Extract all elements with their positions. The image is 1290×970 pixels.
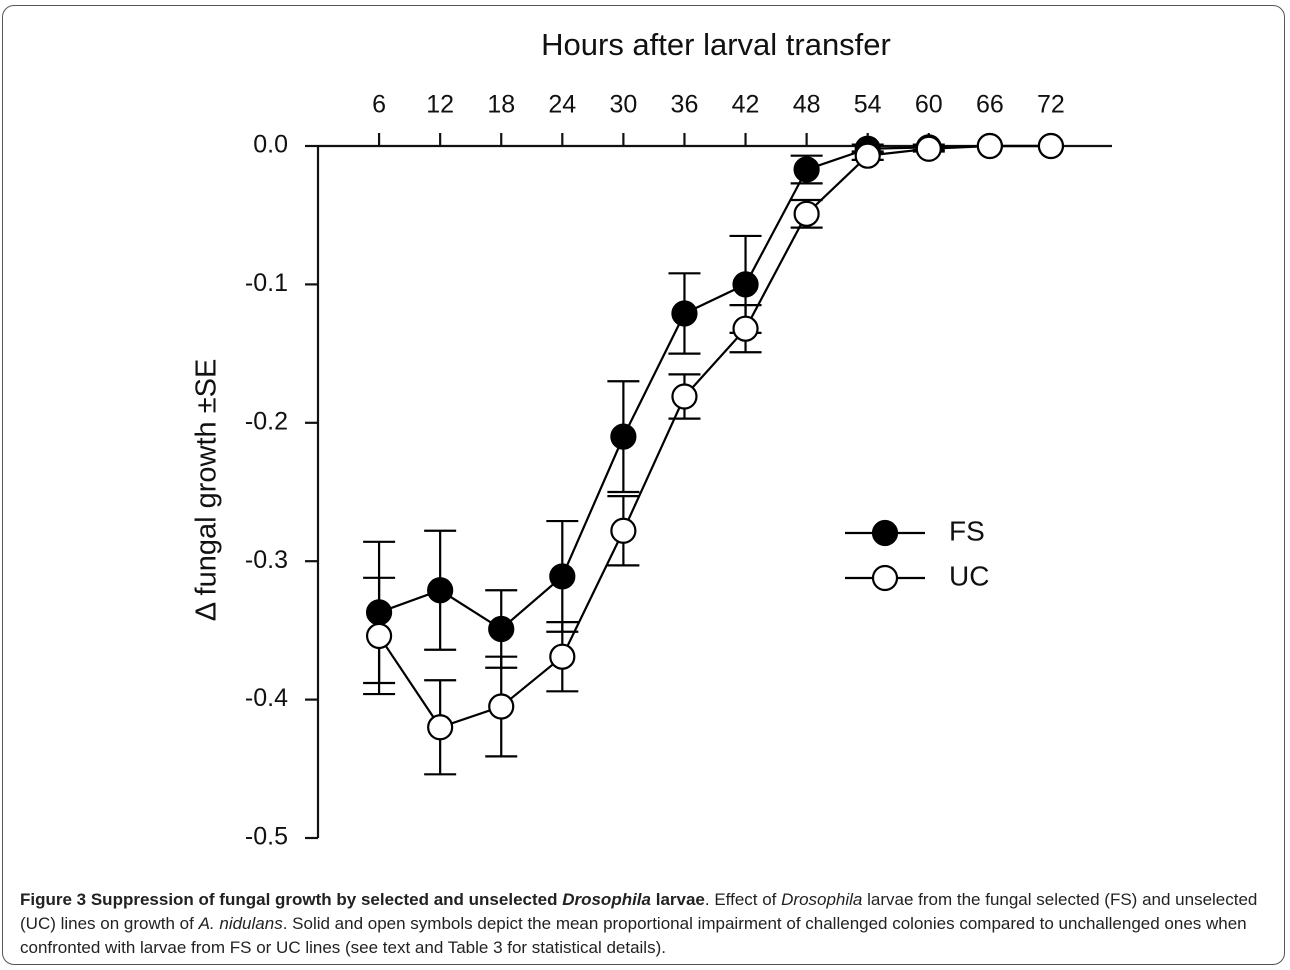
x-tick-label: 36 (671, 91, 699, 119)
x-tick-label: 72 (1037, 91, 1065, 119)
marker (915, 135, 942, 162)
marker (610, 423, 637, 450)
marker (427, 714, 454, 741)
caption-text: Drosophila (781, 890, 863, 909)
y-tick-label: 0.0 (253, 131, 288, 159)
x-tick-label: 24 (548, 91, 576, 119)
caption-text: Drosophila (562, 890, 651, 909)
y-tick-label: -0.1 (245, 269, 288, 297)
x-tick-label: 66 (976, 91, 1004, 119)
caption-text: larvae from the fungal selected (FS) and… (20, 890, 1258, 933)
marker (671, 383, 698, 410)
legend-label: FS (949, 515, 985, 546)
caption-text: A. nidulans (198, 914, 283, 933)
marker (793, 156, 820, 183)
x-tick-label: 54 (854, 91, 882, 119)
legend-label: UC (949, 560, 989, 591)
y-tick-label: -0.3 (245, 546, 288, 574)
figure-frame (2, 5, 1285, 965)
marker (671, 300, 698, 327)
marker (549, 563, 576, 590)
marker (488, 615, 515, 643)
series-line (378, 144, 1051, 631)
chart: Hours after larval transfer Δ fungal gro… (191, 27, 1112, 851)
marker (793, 200, 820, 227)
y-tick-label: -0.5 (245, 823, 288, 851)
x-tick-label: 48 (793, 91, 821, 119)
x-tick-label: 30 (609, 91, 637, 119)
y-tick-label: -0.2 (245, 407, 288, 435)
caption-text: Figure 3 Suppression of fungal growth by… (20, 890, 563, 909)
y-tick-label: -0.4 (245, 684, 288, 712)
chart-title: Hours after larval transfer (541, 27, 891, 62)
caption-text: . Solid and open symbols depict the mean… (20, 914, 1247, 957)
x-tick-label: 12 (426, 91, 454, 119)
marker (365, 599, 393, 626)
caption: Figure 3 Suppression of fungal growth by… (20, 888, 1270, 960)
marker (610, 517, 637, 544)
marker (854, 142, 881, 169)
marker (365, 622, 393, 650)
caption-text: larvae (651, 890, 705, 909)
x-tick-label: 18 (487, 91, 515, 119)
marker (976, 132, 1003, 160)
x-tick-label: 42 (732, 91, 760, 119)
marker (1037, 132, 1065, 160)
legend-marker (871, 564, 899, 592)
x-tick-label: 60 (915, 91, 943, 119)
series-line (378, 144, 1051, 729)
y-axis-label: Δ fungal growth ±SE (191, 359, 223, 622)
marker (732, 315, 759, 342)
marker (427, 577, 454, 604)
marker (549, 643, 576, 670)
x-tick-label: 6 (372, 91, 386, 119)
marker (732, 271, 759, 298)
legend-marker (871, 519, 899, 547)
marker (488, 693, 515, 720)
caption-text: . Effect of (704, 890, 782, 909)
